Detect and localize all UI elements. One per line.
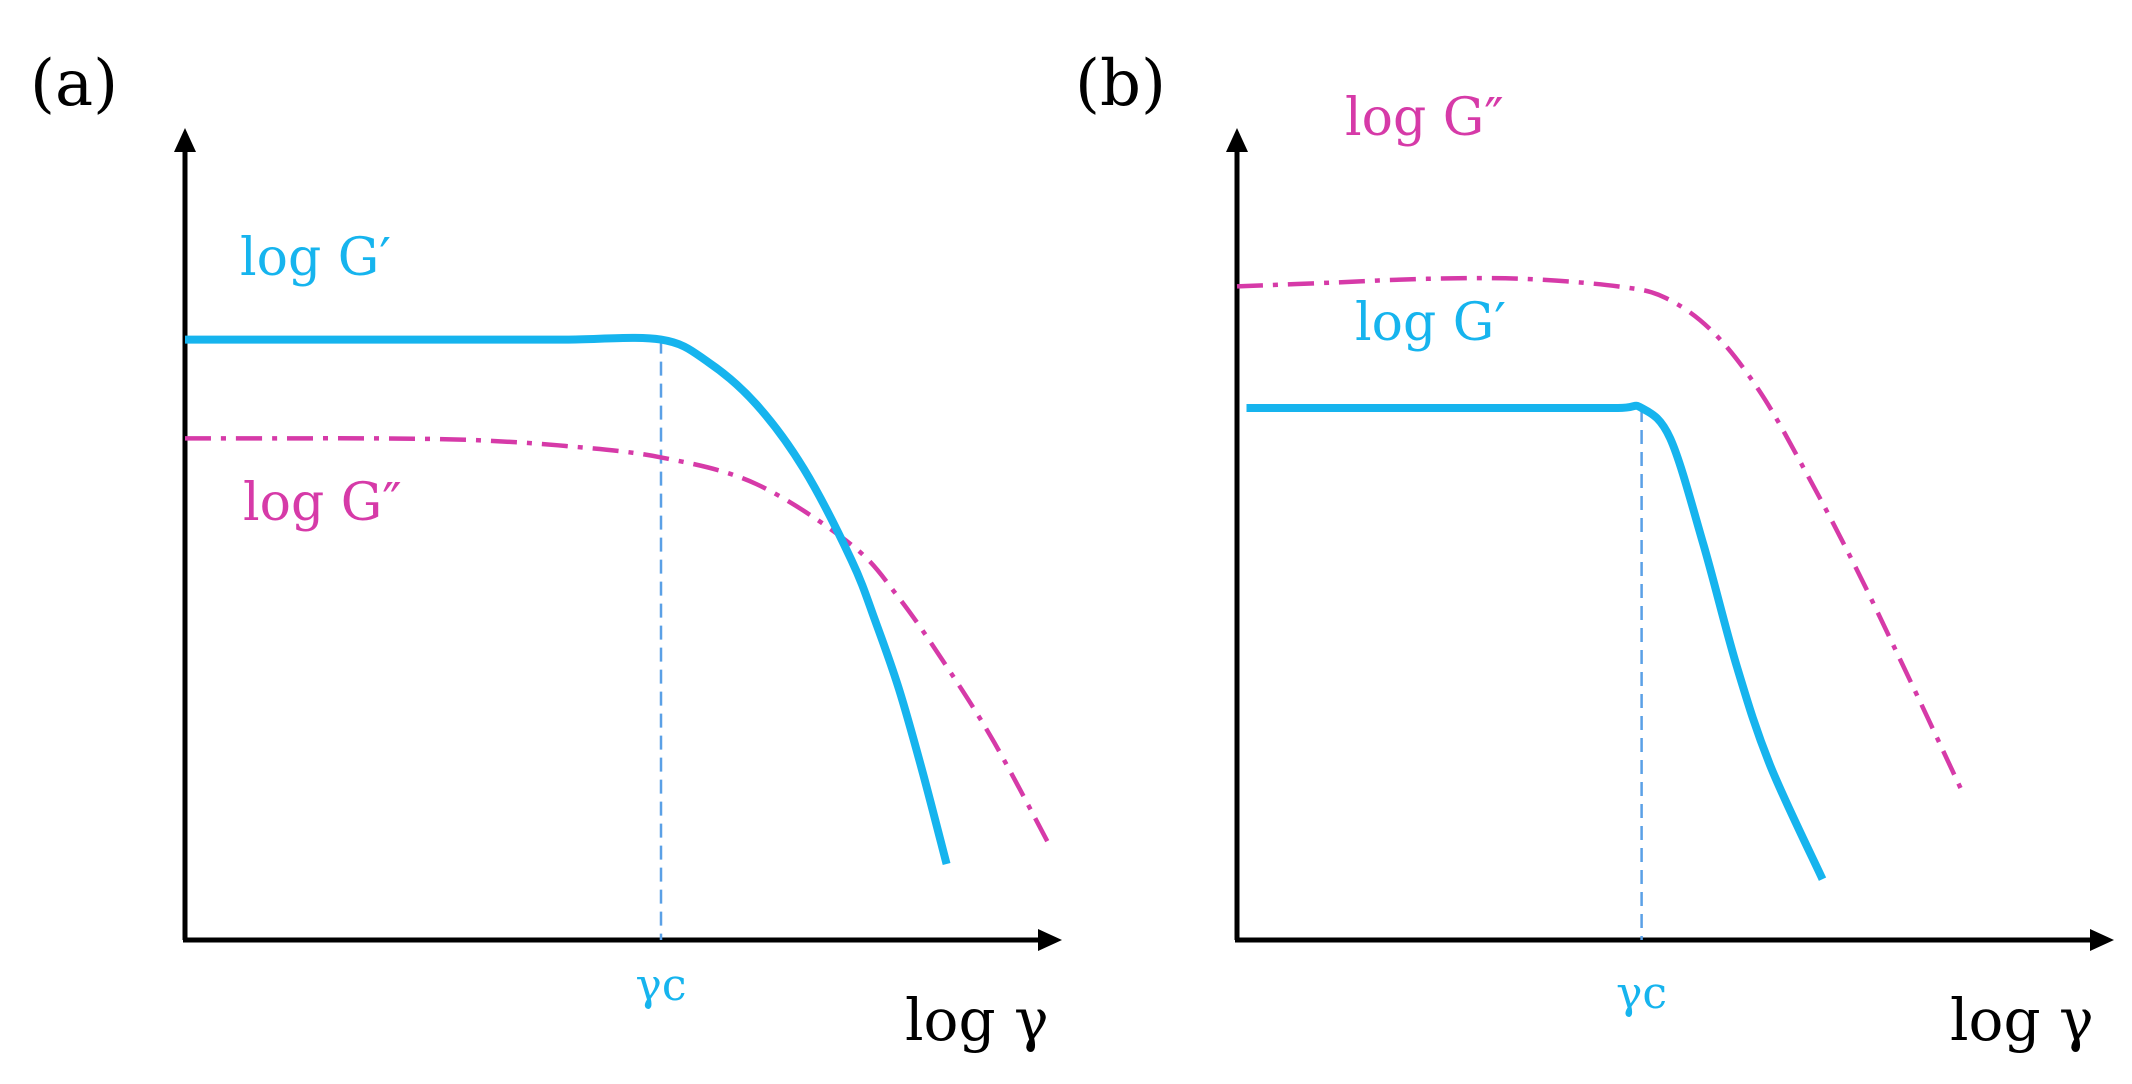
critical-strain-label-b: γc <box>1616 968 1667 1019</box>
series-line-g-double-prime-b <box>1236 275 1963 789</box>
series-line-g-prime-a <box>185 333 951 866</box>
panel-label-a: (a) <box>30 47 118 121</box>
series-label-g-double-prime-a: log G″ <box>243 473 402 533</box>
series-line-g-prime-b <box>1246 401 1827 881</box>
y-axis-arrow-a <box>174 128 196 152</box>
series-label-g-double-prime-b: log G″ <box>1345 88 1504 148</box>
series-line-g-double-prime-a <box>185 436 1054 850</box>
x-axis-label-b: log γ <box>1950 986 2094 1054</box>
x-axis-arrow-b <box>2090 929 2114 951</box>
panel-label-b: (b) <box>1075 47 1166 121</box>
axes-b <box>1226 128 2114 951</box>
series-label-g-prime-a: log G′ <box>240 228 391 288</box>
x-axis-label-a: log γ <box>905 986 1049 1054</box>
x-axis-arrow-a <box>1038 929 1062 951</box>
panel-a: (a) log G′ log G″ γc log γ <box>30 47 1062 1054</box>
series-label-g-prime-b: log G′ <box>1355 293 1506 353</box>
axes-a <box>174 128 1062 951</box>
y-axis-arrow-b <box>1226 128 1248 152</box>
panel-b: (b) log G′ log G″ γc log γ <box>1075 47 2114 1054</box>
critical-strain-label-a: γc <box>636 960 687 1011</box>
